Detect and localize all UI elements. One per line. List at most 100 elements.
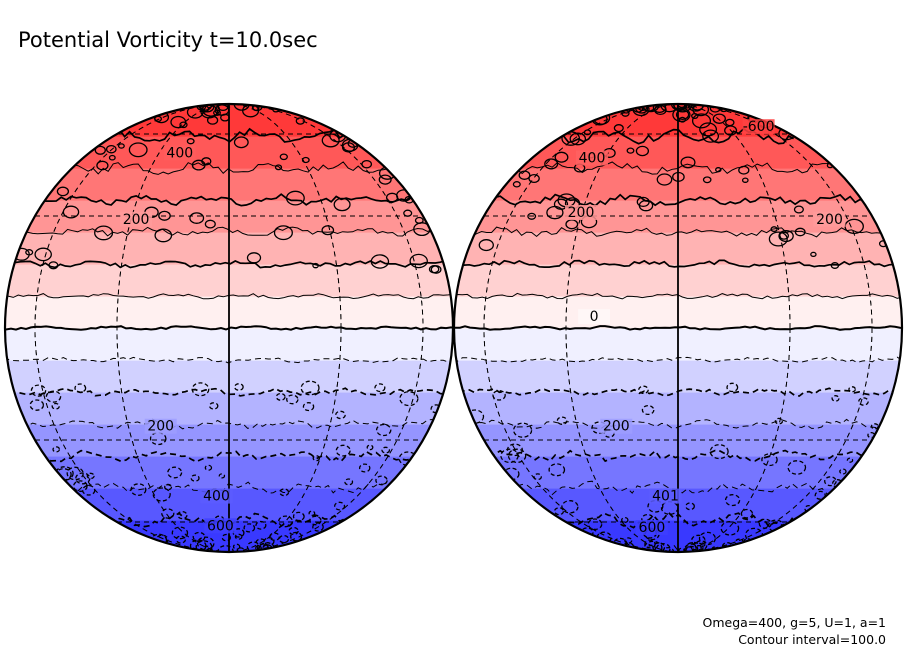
eddy-contour — [692, 104, 710, 117]
eddy-contour — [680, 156, 696, 169]
globe-right-outline — [452, 102, 904, 554]
eddy-contour — [810, 251, 817, 258]
eddy-contour — [512, 422, 533, 438]
contour-label: 200 — [147, 419, 174, 435]
contour-line — [489, 193, 866, 207]
eddy-contour — [279, 488, 290, 497]
eddy-contour — [375, 423, 392, 437]
eddy-contour — [201, 157, 212, 166]
eddy-contour — [375, 475, 388, 486]
eddy-contour — [208, 402, 219, 410]
eddy-contour — [583, 129, 592, 136]
contour-line — [68, 161, 389, 175]
eddy-contour — [846, 457, 854, 463]
contour-label-bg — [163, 145, 196, 161]
eddy-contour — [512, 181, 521, 188]
contour-label-bg — [144, 418, 177, 434]
contour-line — [40, 449, 417, 463]
eddy-contour — [232, 543, 241, 550]
eddy-contour — [374, 383, 386, 393]
eddy-contour — [30, 384, 47, 397]
eddy-contour — [655, 542, 671, 552]
eddy-contour — [204, 464, 213, 471]
eddy-contour — [428, 265, 440, 274]
contour-line — [516, 161, 838, 175]
contour-lines-left — [5, 104, 453, 529]
eddy-contour — [409, 253, 428, 269]
eddy-contour — [86, 472, 95, 480]
contour-line — [10, 259, 446, 269]
eddy-contour — [553, 198, 569, 210]
eddy-contour — [702, 129, 720, 143]
contour-label-bg — [204, 518, 237, 534]
eddy-contour — [381, 446, 391, 454]
contour-noise-right — [465, 104, 888, 552]
contour-label: 400 — [203, 489, 230, 505]
contour-lines-right — [454, 127, 902, 552]
eddy-contour — [29, 399, 45, 411]
eddy-contour — [527, 212, 537, 220]
eddy-contour — [190, 474, 200, 482]
contour-line — [5, 356, 453, 364]
eddy-contour — [255, 520, 267, 530]
eddy-contour — [399, 391, 419, 407]
contour-line — [673, 545, 680, 552]
contour-labels-right: -600 400 200 200 0 200 401 600 — [565, 119, 846, 536]
contour-label-bg — [813, 211, 846, 227]
contour-line — [5, 293, 453, 300]
eddy-contour — [587, 518, 603, 531]
eddy-contour — [34, 247, 52, 262]
eddy-contour — [55, 466, 74, 481]
contour-line — [454, 356, 902, 364]
eddy-contour — [295, 117, 305, 125]
eddy-contour — [175, 535, 186, 544]
eddy-contour — [691, 113, 712, 129]
eddy-contour — [626, 147, 635, 154]
eddy-contour — [414, 216, 424, 224]
contour-label-bg — [120, 211, 153, 227]
eddy-contour — [741, 177, 749, 183]
contour-line — [558, 511, 795, 529]
eddy-contour — [171, 526, 189, 540]
eddy-contour — [556, 416, 568, 425]
eddy-contour — [478, 239, 494, 252]
eddy-contour — [56, 186, 70, 197]
eddy-contour — [335, 410, 346, 420]
eddy-contour — [117, 143, 125, 149]
eddy-contour — [839, 468, 847, 475]
eddy-contour — [831, 395, 840, 402]
globe-left — [5, 104, 453, 552]
contour-label-bg — [576, 150, 608, 166]
eddy-contour — [569, 132, 587, 146]
eddy-contour — [179, 121, 188, 129]
eddy-contour — [702, 176, 712, 184]
eddy-contour — [638, 385, 649, 395]
contour-line — [22, 418, 433, 430]
eddy-contour — [321, 225, 335, 236]
eddy-contour — [335, 444, 351, 457]
contour-line — [109, 127, 346, 143]
eddy-contour — [814, 490, 826, 500]
eddy-contour — [273, 225, 293, 241]
eddy-contour — [553, 507, 565, 516]
contour-label-bg — [600, 418, 633, 434]
eddy-contour — [278, 515, 294, 528]
eddy-contour — [243, 523, 256, 533]
eddy-contour — [167, 466, 183, 479]
eddy-contour — [761, 453, 778, 467]
eddy-contour — [685, 541, 702, 552]
eddy-contour — [848, 386, 856, 393]
contour-line — [458, 387, 895, 397]
eddy-contour — [656, 173, 673, 186]
contour-label: 0 — [590, 309, 599, 325]
eddy-contour — [533, 473, 542, 481]
eddy-contour — [195, 540, 213, 552]
contour-label: 200 — [123, 212, 150, 228]
contour-label: 200 — [568, 205, 595, 221]
eddy-contour — [544, 158, 559, 170]
contour-line — [67, 481, 389, 494]
contour-label-bg — [578, 309, 611, 325]
eddy-contour — [206, 115, 219, 125]
contour-interval-note: Contour interval=100.0 — [738, 632, 886, 647]
eddy-contour — [177, 510, 188, 520]
